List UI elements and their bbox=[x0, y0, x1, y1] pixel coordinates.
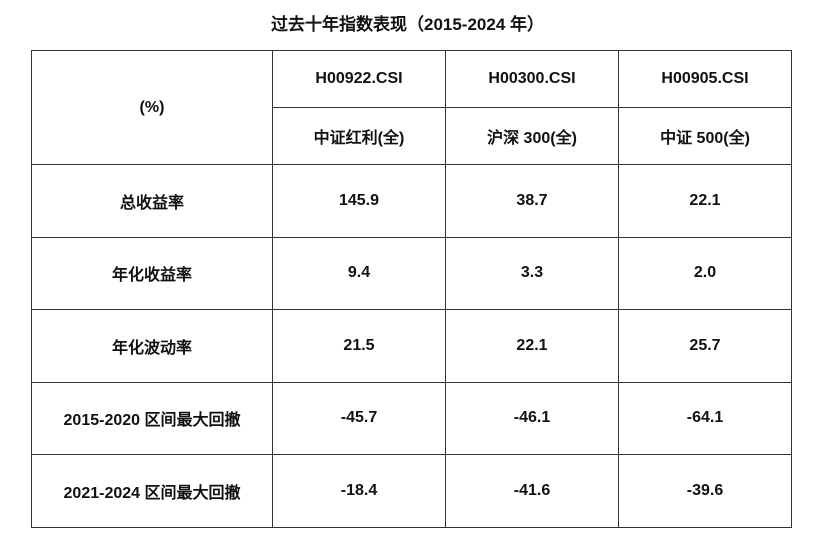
data-row: 总收益率 145.9 38.7 22.1 bbox=[31, 164, 792, 238]
value-cell: 3.3 bbox=[445, 236, 619, 310]
value-cell: 145.9 bbox=[272, 164, 446, 238]
table: (%) H00922.CSI H00300.CSI H00905.CSI 中证红… bbox=[31, 50, 792, 528]
title: 过去十年指数表现（2015-2024 年） bbox=[270, 15, 545, 34]
value-cell: 2.0 bbox=[618, 236, 792, 310]
name-cell: 中证 500(全) bbox=[618, 107, 792, 165]
data-row: 2021-2024 区间最大回撤 -18.4 -41.6 -39.6 bbox=[31, 454, 792, 528]
value-cell: 38.7 bbox=[445, 164, 619, 238]
value-cell: -64.1 bbox=[618, 381, 792, 455]
value-cell: 22.1 bbox=[445, 309, 619, 383]
value-cell: -46.1 bbox=[445, 381, 619, 455]
name-cell: 中证红利(全) bbox=[272, 107, 446, 165]
value-cell: -18.4 bbox=[272, 454, 446, 528]
value-cell: 21.5 bbox=[272, 309, 446, 383]
data-row: 2015-2020 区间最大回撤 -45.7 -46.1 -64.1 bbox=[31, 381, 792, 455]
data-row: 年化收益率 9.4 3.3 2.0 bbox=[31, 236, 792, 310]
code-cell: H00300.CSI bbox=[445, 50, 619, 108]
value-cell: -39.6 bbox=[618, 454, 792, 528]
code-cell: H00905.CSI bbox=[618, 50, 792, 108]
row-label: 总收益率 bbox=[31, 164, 273, 238]
row-label: 年化波动率 bbox=[31, 309, 273, 383]
name-cell: 沪深 300(全) bbox=[445, 107, 619, 165]
row-label: 2021-2024 区间最大回撤 bbox=[31, 454, 273, 528]
table-body: (%) H00922.CSI H00300.CSI H00905.CSI 中证红… bbox=[31, 50, 792, 528]
row-label: 2015-2020 区间最大回撤 bbox=[31, 381, 273, 455]
corner-cell: (%) bbox=[31, 50, 273, 165]
row-label: 年化收益率 bbox=[31, 236, 273, 310]
header-row: 中证红利(全) 沪深 300(全) 中证 500(全) bbox=[32, 107, 792, 165]
code-cell: H00922.CSI bbox=[272, 50, 446, 108]
header-row: (%) H00922.CSI H00300.CSI H00905.CSI bbox=[31, 50, 792, 165]
value-cell: -41.6 bbox=[445, 454, 619, 528]
value-cell: -45.7 bbox=[272, 381, 446, 455]
data-row: 年化波动率 21.5 22.1 25.7 bbox=[31, 309, 792, 383]
value-cell: 25.7 bbox=[618, 309, 792, 383]
value-cell: 22.1 bbox=[618, 164, 792, 238]
value-cell: 9.4 bbox=[272, 236, 446, 310]
